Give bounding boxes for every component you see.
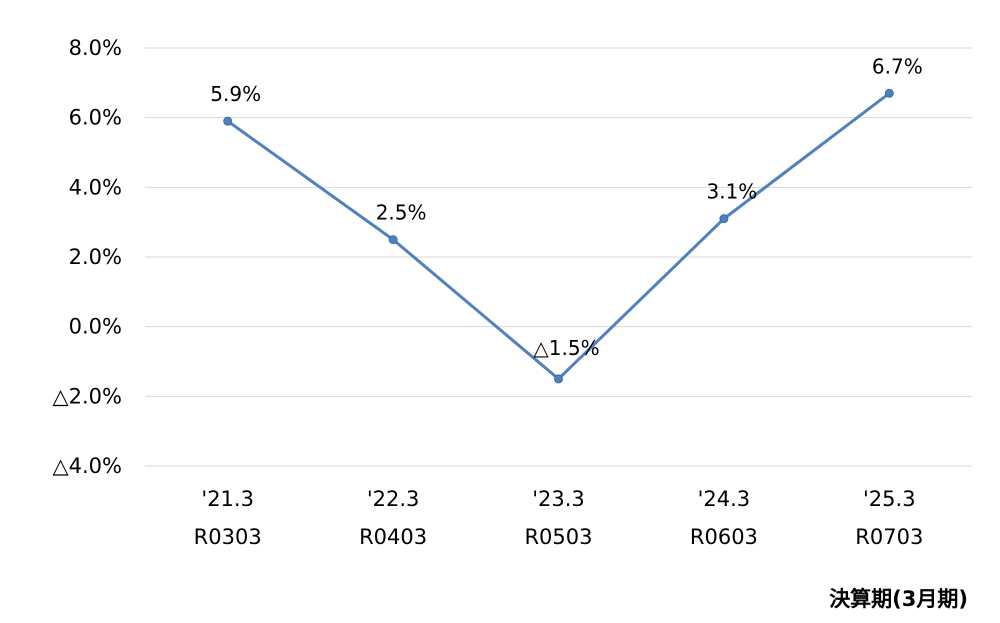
data-point bbox=[884, 88, 894, 98]
x-tick-label-period: '22.3 bbox=[367, 487, 420, 511]
x-tick-label-period: '23.3 bbox=[532, 487, 585, 511]
x-tick-label-period: '24.3 bbox=[698, 487, 751, 511]
y-axis: 8.0% 6.0% 4.0% 2.0% 0.0% △2.0% △4.0% bbox=[52, 36, 122, 478]
y-tick-label: 6.0% bbox=[69, 106, 122, 130]
x-tick-label-code: R0303 bbox=[194, 525, 262, 549]
data-label: △1.5% bbox=[533, 336, 599, 360]
y-tick-label: △2.0% bbox=[52, 384, 122, 408]
x-tick-label-period: '25.3 bbox=[863, 487, 916, 511]
x-axis: '21.3 R0303 '22.3 R0403 '23.3 R0503 '24.3 R0603… bbox=[194, 487, 924, 549]
data-point bbox=[223, 116, 233, 126]
x-tick-label-period: '21.3 bbox=[201, 487, 254, 511]
data-point bbox=[388, 235, 398, 245]
y-tick-label: 0.0% bbox=[69, 315, 122, 339]
x-tick-label-code: R0503 bbox=[524, 525, 592, 549]
data-labels: 5.9% 2.5% △1.5% 3.1% 6.7% bbox=[210, 54, 922, 360]
data-label: 3.1% bbox=[706, 180, 757, 204]
x-tick-label-code: R0403 bbox=[359, 525, 427, 549]
y-tick-label: 2.0% bbox=[69, 245, 122, 269]
x-tick-label-code: R0703 bbox=[855, 525, 923, 549]
grid-layer bbox=[145, 47, 972, 467]
x-axis-title: 決算期(3月期) bbox=[829, 587, 968, 611]
data-label: 2.5% bbox=[376, 201, 427, 225]
data-point bbox=[554, 374, 563, 384]
data-label: 6.7% bbox=[872, 54, 923, 78]
x-tick-label-code: R0603 bbox=[690, 525, 758, 549]
y-tick-label: 4.0% bbox=[69, 175, 122, 199]
series-layer bbox=[223, 88, 894, 384]
data-label: 5.9% bbox=[210, 82, 261, 106]
y-tick-label: △4.0% bbox=[52, 454, 122, 478]
y-tick-label: 8.0% bbox=[69, 36, 122, 60]
data-point bbox=[719, 214, 729, 224]
